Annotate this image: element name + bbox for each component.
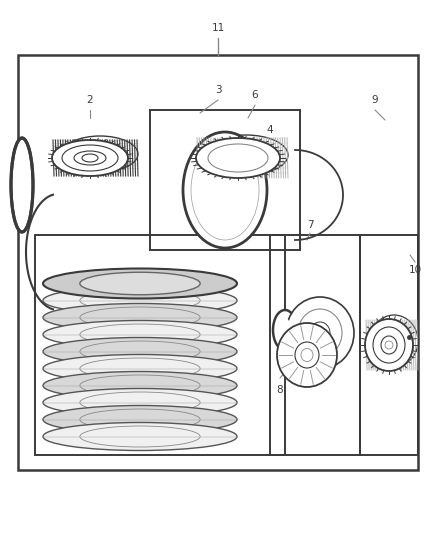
Ellipse shape xyxy=(370,315,418,367)
Ellipse shape xyxy=(183,132,267,248)
Text: 1: 1 xyxy=(10,160,16,170)
Ellipse shape xyxy=(80,307,200,328)
Ellipse shape xyxy=(286,297,354,369)
Ellipse shape xyxy=(16,145,28,225)
Text: 8: 8 xyxy=(277,385,283,395)
Ellipse shape xyxy=(11,138,33,232)
Ellipse shape xyxy=(43,269,237,298)
Text: 5: 5 xyxy=(290,365,297,375)
Bar xyxy=(35,235,285,455)
Ellipse shape xyxy=(80,358,200,379)
Ellipse shape xyxy=(43,389,237,416)
Text: 7: 7 xyxy=(307,220,313,230)
Ellipse shape xyxy=(43,423,237,450)
Ellipse shape xyxy=(208,144,268,172)
Ellipse shape xyxy=(62,145,118,171)
Ellipse shape xyxy=(80,272,200,295)
Ellipse shape xyxy=(273,310,297,350)
Ellipse shape xyxy=(196,138,280,178)
Ellipse shape xyxy=(62,136,138,172)
Ellipse shape xyxy=(43,303,237,332)
Ellipse shape xyxy=(80,341,200,362)
Text: 11: 11 xyxy=(212,23,225,33)
Ellipse shape xyxy=(82,154,98,162)
Ellipse shape xyxy=(301,349,313,361)
Ellipse shape xyxy=(43,337,237,366)
Ellipse shape xyxy=(43,287,237,314)
Ellipse shape xyxy=(80,392,200,413)
Ellipse shape xyxy=(52,140,128,176)
Ellipse shape xyxy=(381,336,397,354)
Ellipse shape xyxy=(298,309,342,357)
Ellipse shape xyxy=(373,327,405,363)
Ellipse shape xyxy=(204,135,288,175)
Text: 2: 2 xyxy=(87,95,93,105)
Ellipse shape xyxy=(80,290,200,311)
Ellipse shape xyxy=(80,409,200,430)
Ellipse shape xyxy=(43,320,237,349)
Ellipse shape xyxy=(43,354,237,383)
Bar xyxy=(150,110,300,250)
Bar xyxy=(18,55,418,470)
Text: 10: 10 xyxy=(409,265,421,275)
Ellipse shape xyxy=(80,273,200,294)
Text: 3: 3 xyxy=(215,85,221,95)
Ellipse shape xyxy=(74,151,106,165)
Text: 4: 4 xyxy=(267,125,273,135)
Ellipse shape xyxy=(80,426,200,447)
Ellipse shape xyxy=(279,318,291,342)
Ellipse shape xyxy=(385,341,393,349)
Ellipse shape xyxy=(365,319,413,371)
Ellipse shape xyxy=(80,324,200,345)
Ellipse shape xyxy=(43,372,237,400)
Ellipse shape xyxy=(191,140,259,240)
Ellipse shape xyxy=(295,342,319,368)
Ellipse shape xyxy=(43,406,237,433)
Bar xyxy=(270,235,360,455)
Bar xyxy=(360,235,418,455)
Ellipse shape xyxy=(277,323,337,387)
Ellipse shape xyxy=(310,322,330,344)
Ellipse shape xyxy=(43,270,237,297)
Text: 9: 9 xyxy=(372,95,378,105)
Ellipse shape xyxy=(80,375,200,396)
Text: 6: 6 xyxy=(252,90,258,100)
